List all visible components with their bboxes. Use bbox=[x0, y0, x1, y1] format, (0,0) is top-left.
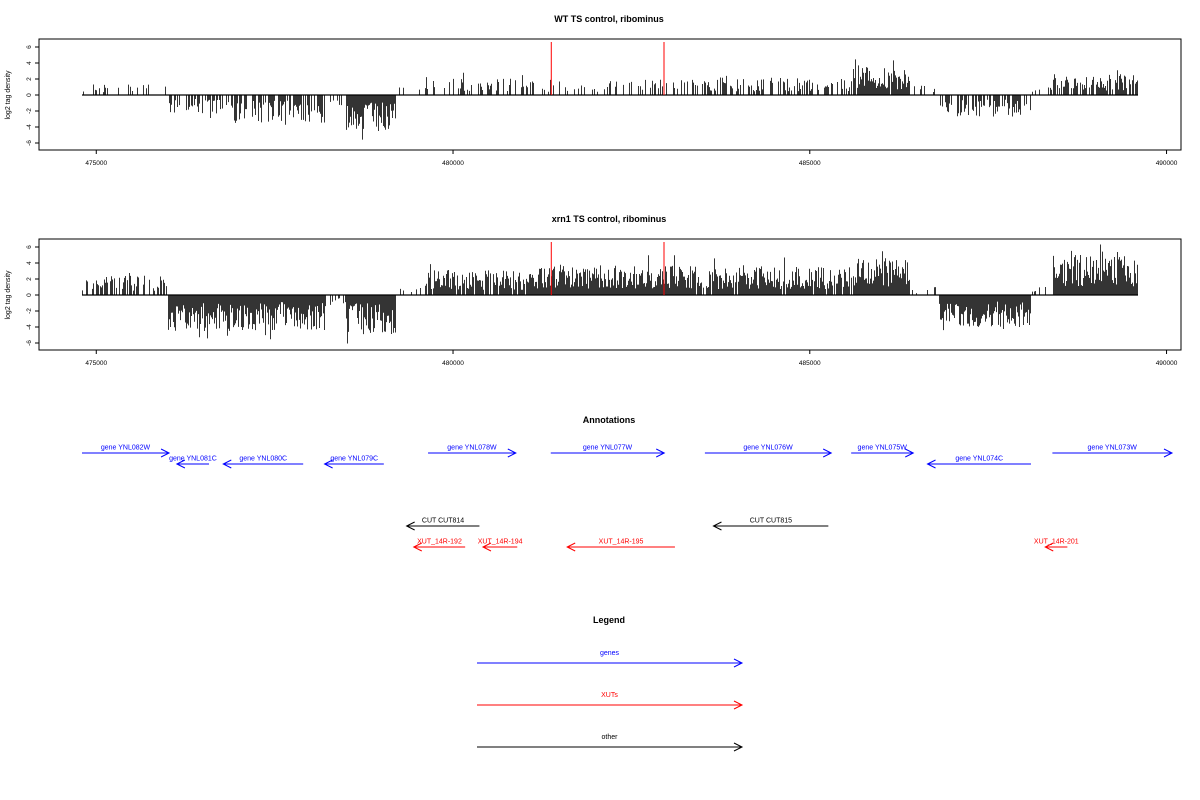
gene-arrow bbox=[550, 448, 666, 458]
y-tick-label: 4 bbox=[26, 61, 33, 65]
feature-label: CUT CUT814 bbox=[422, 518, 464, 525]
xut-arrow bbox=[1044, 542, 1068, 552]
y-tick-label: -4 bbox=[26, 324, 33, 330]
y-tick-label: 2 bbox=[26, 77, 33, 81]
y-tick-label: -6 bbox=[26, 140, 33, 146]
feature-label: gene YNL073W bbox=[1088, 445, 1138, 452]
y-tick-label: 4 bbox=[26, 261, 33, 265]
legend-xut-arrow bbox=[477, 700, 744, 710]
feature-label: gene YNL079C bbox=[330, 456, 378, 463]
x-tick-label: 490000 bbox=[1156, 160, 1178, 167]
bars-group bbox=[82, 59, 1138, 140]
x-tick-label: 485000 bbox=[799, 160, 821, 167]
feature-label: gene YNL077W bbox=[583, 445, 633, 452]
gene-arrow bbox=[704, 448, 833, 458]
legend-label: other bbox=[602, 734, 619, 741]
x-tick-label: 485000 bbox=[799, 360, 821, 367]
chart-panel-wt: WT TS control, ribominus log2 tag densit… bbox=[5, 14, 1182, 167]
legend-label: genes bbox=[600, 650, 620, 657]
gene-arrow bbox=[1052, 448, 1174, 458]
y-tick-label: -6 bbox=[26, 340, 33, 346]
feature-label: gene YNL081C bbox=[169, 456, 217, 463]
gene-arrow bbox=[175, 459, 210, 469]
y-tick-label: -2 bbox=[26, 108, 33, 114]
feature-label: XUT_14R-192 bbox=[417, 539, 462, 546]
axes: -6 -4 -2 0 2 4 6 475000 480000 485000 490000 bbox=[26, 45, 1178, 167]
chart-title: WT TS control, ribominus bbox=[554, 14, 664, 24]
feature-label: XUT_14R-201 bbox=[1034, 539, 1079, 546]
marker-lines bbox=[550, 42, 665, 95]
legend-items: genes XUTs other bbox=[477, 650, 744, 752]
y-axis-label: log2 tag density bbox=[5, 70, 12, 120]
feature-label: gene YNL075W bbox=[858, 445, 908, 452]
feature-label: gene YNL080C bbox=[239, 456, 287, 463]
other-arrow bbox=[712, 521, 829, 531]
y-tick-label: 0 bbox=[26, 293, 33, 297]
gene-arrow bbox=[222, 459, 304, 469]
gene-arrow bbox=[428, 448, 517, 458]
y-axis-label: log2 tag density bbox=[5, 270, 12, 320]
y-tick-label: -2 bbox=[26, 308, 33, 314]
gene-arrow bbox=[926, 459, 1031, 469]
feature-label: gene YNL076W bbox=[743, 445, 793, 452]
legend-label: XUTs bbox=[601, 692, 618, 699]
feature-label: XUT_14R-194 bbox=[478, 539, 523, 546]
gene-arrow bbox=[82, 448, 171, 458]
chart-title: xrn1 TS control, ribominus bbox=[552, 214, 667, 224]
chart-panel-xrn1: xrn1 TS control, ribominus log2 tag dens… bbox=[5, 214, 1182, 367]
x-tick-label: 480000 bbox=[442, 160, 464, 167]
legend-gene-arrow bbox=[477, 658, 744, 668]
x-tick-label: 475000 bbox=[85, 160, 107, 167]
xut-arrow bbox=[481, 542, 518, 552]
gene-arrow bbox=[851, 448, 915, 458]
axes: -6 -4 -2 0 2 4 6 475000 480000 485000 490000 bbox=[26, 245, 1178, 367]
feature-label: gene YNL074C bbox=[955, 456, 1003, 463]
legend-panel: Legend genes XUTs other bbox=[477, 615, 744, 752]
xut-arrow bbox=[566, 542, 675, 552]
feature-label: gene YNL078W bbox=[447, 445, 497, 452]
feature-label: gene YNL082W bbox=[101, 445, 151, 452]
x-tick-label: 475000 bbox=[85, 360, 107, 367]
other-arrow bbox=[405, 521, 480, 531]
y-tick-label: 6 bbox=[26, 245, 33, 249]
feature-label: XUT_14R-195 bbox=[599, 539, 644, 546]
bars-group bbox=[82, 244, 1138, 344]
feature-arrows: gene YNL082W gene YNL081C gene YNL080C gene… bbox=[82, 445, 1174, 552]
x-tick-label: 490000 bbox=[1156, 360, 1178, 367]
y-tick-label: -4 bbox=[26, 124, 33, 130]
y-tick-label: 6 bbox=[26, 45, 33, 49]
gene-arrow bbox=[323, 459, 384, 469]
annotations-title: Annotations bbox=[583, 415, 636, 425]
xut-arrow bbox=[412, 542, 466, 552]
x-tick-label: 480000 bbox=[442, 360, 464, 367]
marker-lines bbox=[550, 242, 665, 295]
legend-title: Legend bbox=[593, 615, 625, 625]
legend-other-arrow bbox=[477, 742, 744, 752]
feature-label: CUT CUT815 bbox=[750, 518, 792, 525]
y-tick-label: 2 bbox=[26, 277, 33, 281]
y-tick-label: 0 bbox=[26, 93, 33, 97]
